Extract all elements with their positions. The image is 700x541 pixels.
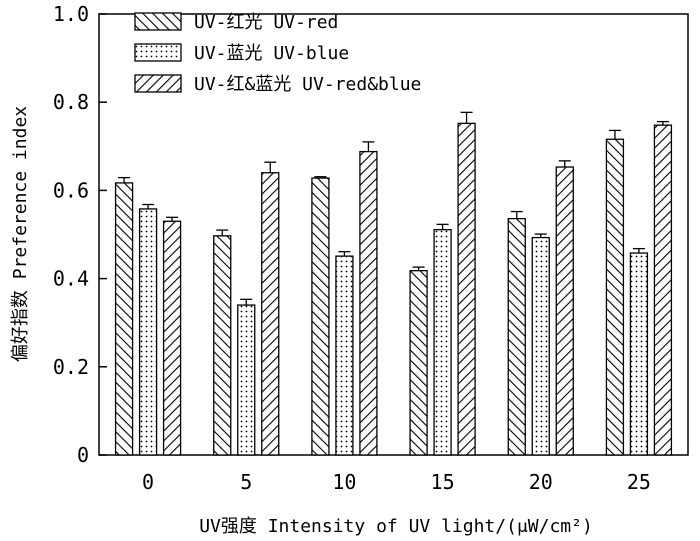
legend-label-3: UV-红&蓝光 UV-red&blue <box>194 74 421 95</box>
bar-1 <box>605 138 625 456</box>
legend-label-1: UV-红光 UV-red <box>194 12 338 33</box>
x-tick-label: 25 <box>627 470 651 494</box>
bar-2 <box>237 304 256 456</box>
x-tick-label: 20 <box>529 470 553 494</box>
bar-1 <box>114 182 134 456</box>
bar-1 <box>213 235 232 456</box>
legend-label-2: UV-蓝光 UV-blue <box>194 43 349 64</box>
bar-3 <box>457 122 476 456</box>
bar-3 <box>653 124 673 456</box>
legend-swatch-2 <box>134 43 182 62</box>
bar-3 <box>162 220 182 456</box>
x-tick-label: 10 <box>332 470 356 494</box>
plot-frame <box>98 13 689 456</box>
y-tick-label: 0.4 <box>53 267 89 291</box>
bar-3 <box>261 172 280 456</box>
bars <box>114 111 673 456</box>
bar-3 <box>359 150 378 456</box>
legend: UV-红光 UV-red UV-蓝光 UV-blue UV-红&蓝光 UV-red&… <box>134 12 421 95</box>
legend-swatch-1 <box>134 12 182 31</box>
y-tick-label: 0 <box>77 443 89 467</box>
bar-2 <box>531 236 550 456</box>
x-tick-label: 15 <box>431 470 455 494</box>
bar-1 <box>507 217 526 456</box>
axes: 0 0.2 0.4 0.6 0.8 1.0 0 5 10 15 20 25 <box>53 2 689 494</box>
bar-1 <box>409 270 428 456</box>
bar-2 <box>335 255 354 456</box>
y-tick-label: 0.2 <box>53 355 89 379</box>
bar-2 <box>433 228 452 456</box>
bar-1 <box>311 177 330 456</box>
bar-2 <box>629 252 649 456</box>
y-axis-title: 偏好指数 Preference index <box>10 106 31 362</box>
bar-3 <box>555 166 574 456</box>
x-axis-title: UV强度 Intensity of UV light/(μW/cm²) <box>199 516 593 537</box>
y-tick-label: 0.6 <box>53 178 89 202</box>
x-tick-label: 0 <box>142 470 154 494</box>
y-tick-label: 0.8 <box>53 90 89 114</box>
legend-swatch-3 <box>134 74 182 93</box>
x-tick-label: 5 <box>240 470 252 494</box>
y-tick-label: 1.0 <box>53 2 89 26</box>
bar-2 <box>138 208 158 456</box>
